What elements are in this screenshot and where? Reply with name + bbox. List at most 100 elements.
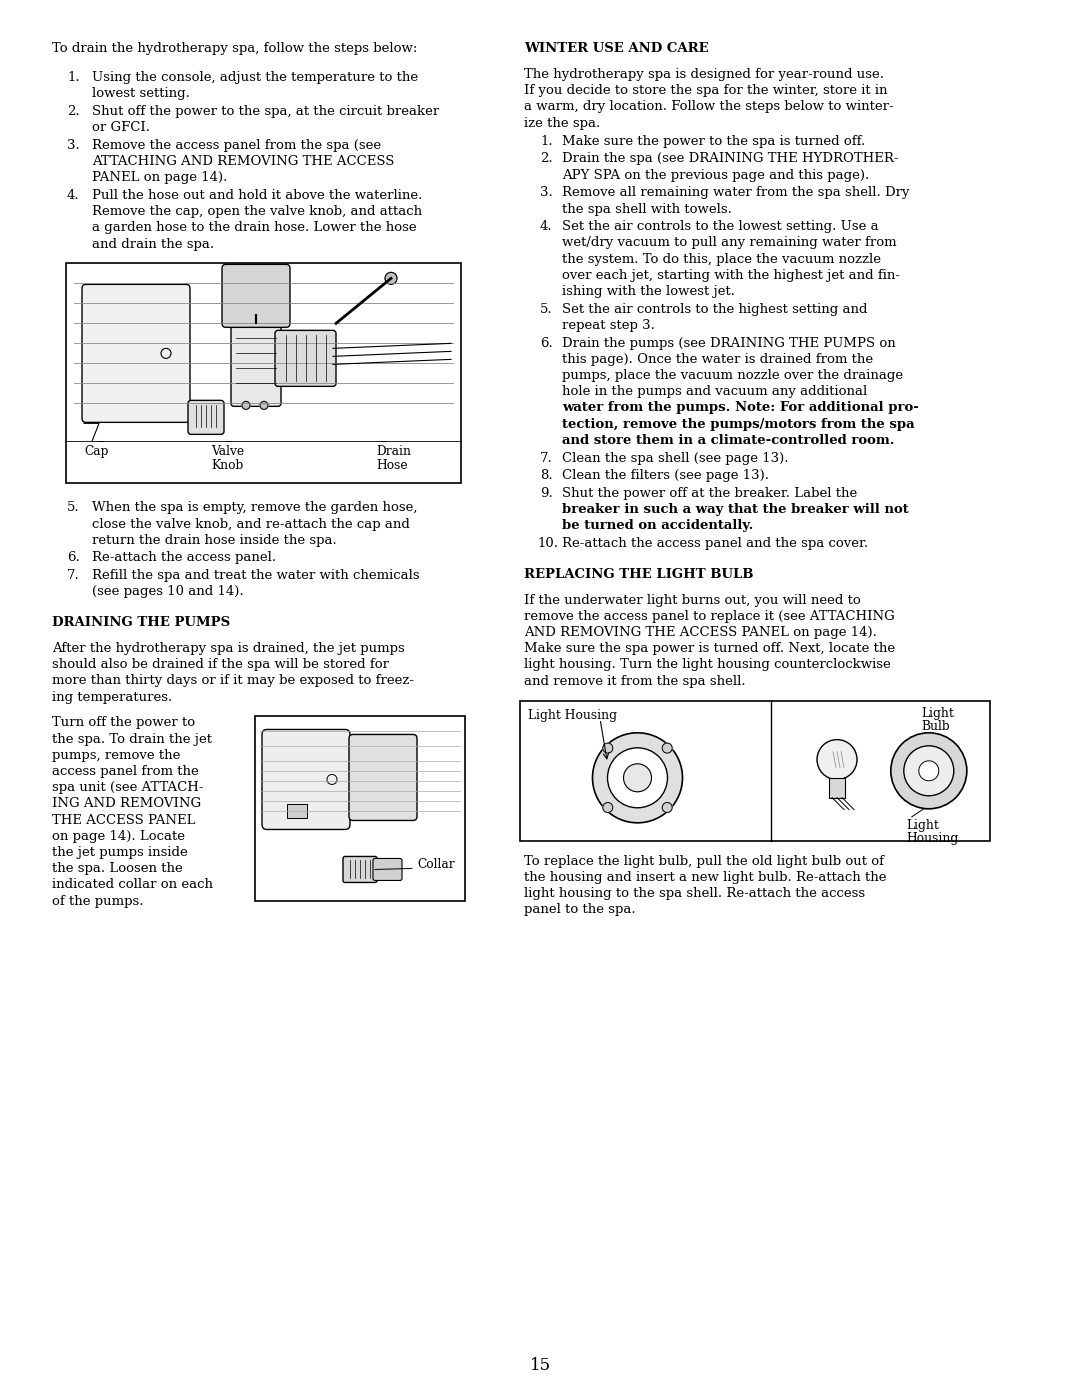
Text: the spa. Loosen the: the spa. Loosen the	[52, 862, 183, 876]
Text: The hydrotherapy spa is designed for year-round use.: The hydrotherapy spa is designed for yea…	[524, 68, 885, 81]
Bar	[255, 717, 465, 901]
Text: Cap: Cap	[84, 446, 108, 458]
Text: Pull the hose out and hold it above the waterline.: Pull the hose out and hold it above the …	[92, 189, 422, 203]
Text: repeat step 3.: repeat step 3.	[562, 319, 654, 332]
Text: Make sure the power to the spa is turned off.: Make sure the power to the spa is turned…	[562, 134, 865, 148]
Text: Drain the pumps (see DRAINING THE PUMPS on: Drain the pumps (see DRAINING THE PUMPS …	[562, 337, 895, 349]
Text: PANEL on page 14).: PANEL on page 14).	[92, 172, 228, 184]
Text: APY SPA on the previous page and this page).: APY SPA on the previous page and this pa…	[562, 169, 869, 182]
Circle shape	[623, 764, 651, 792]
Text: Light Housing: Light Housing	[528, 708, 617, 722]
Text: the spa shell with towels.: the spa shell with towels.	[562, 203, 732, 215]
FancyBboxPatch shape	[275, 330, 336, 387]
Text: and store them in a climate-controlled room.: and store them in a climate-controlled r…	[562, 434, 894, 447]
FancyBboxPatch shape	[373, 859, 402, 880]
Text: Clean the filters (see page 13).: Clean the filters (see page 13).	[562, 469, 769, 482]
Text: water from the pumps. Note: For additional pro-: water from the pumps. Note: For addition…	[562, 401, 919, 415]
Text: Housing: Housing	[907, 831, 959, 845]
Text: remove the access panel to replace it (see ATTACHING: remove the access panel to replace it (s…	[524, 610, 894, 623]
Text: the housing and insert a new light bulb. Re-attach the: the housing and insert a new light bulb.…	[524, 870, 887, 884]
FancyBboxPatch shape	[343, 856, 377, 883]
Text: Refill the spa and treat the water with chemicals: Refill the spa and treat the water with …	[92, 569, 420, 583]
Circle shape	[662, 743, 672, 753]
Circle shape	[242, 401, 249, 409]
Text: tection, remove the pumps/motors from the spa: tection, remove the pumps/motors from th…	[562, 418, 915, 430]
Text: Remove the cap, open the valve knob, and attach: Remove the cap, open the valve knob, and…	[92, 205, 422, 218]
Text: this page). Once the water is drained from the: this page). Once the water is drained fr…	[562, 353, 873, 366]
Text: Set the air controls to the lowest setting. Use a: Set the air controls to the lowest setti…	[562, 221, 879, 233]
Text: light housing to the spa shell. Re-attach the access: light housing to the spa shell. Re-attac…	[524, 887, 865, 900]
Bar	[829, 778, 845, 798]
FancyBboxPatch shape	[222, 264, 291, 327]
Text: 4.: 4.	[540, 221, 553, 233]
Text: Drain the spa (see DRAINING THE HYDROTHER-: Drain the spa (see DRAINING THE HYDROTHE…	[562, 152, 899, 165]
Text: indicated collar on each: indicated collar on each	[52, 879, 213, 891]
Text: the spa. To drain the jet: the spa. To drain the jet	[52, 732, 212, 746]
Text: 3.: 3.	[540, 186, 553, 200]
Text: 6.: 6.	[67, 552, 80, 564]
Text: Re-attach the access panel and the spa cover.: Re-attach the access panel and the spa c…	[562, 536, 868, 550]
Text: 1.: 1.	[67, 71, 80, 84]
FancyBboxPatch shape	[82, 285, 190, 422]
Text: Light: Light	[907, 819, 940, 831]
Text: Set the air controls to the highest setting and: Set the air controls to the highest sett…	[562, 303, 867, 316]
Text: panel to the spa.: panel to the spa.	[524, 904, 636, 916]
Text: over each jet, starting with the highest jet and fin-: over each jet, starting with the highest…	[562, 268, 900, 282]
Text: Clean the spa shell (see page 13).: Clean the spa shell (see page 13).	[562, 451, 788, 465]
Text: Valve: Valve	[211, 446, 244, 458]
Text: 3.: 3.	[67, 138, 80, 152]
Circle shape	[816, 739, 858, 780]
Circle shape	[891, 733, 967, 809]
Circle shape	[603, 743, 612, 753]
Text: (see pages 10 and 14).: (see pages 10 and 14).	[92, 585, 244, 598]
FancyBboxPatch shape	[188, 401, 224, 434]
Bar	[66, 264, 461, 483]
Text: return the drain hose inside the spa.: return the drain hose inside the spa.	[92, 534, 337, 546]
Text: light housing. Turn the light housing counterclockwise: light housing. Turn the light housing co…	[524, 658, 891, 672]
Circle shape	[260, 401, 268, 409]
Text: Light: Light	[922, 707, 955, 719]
Text: Hose: Hose	[376, 460, 407, 472]
Text: Make sure the spa power is turned off. Next, locate the: Make sure the spa power is turned off. N…	[524, 643, 895, 655]
Text: spa unit (see ATTACH-: spa unit (see ATTACH-	[52, 781, 203, 795]
Text: When the spa is empty, remove the garden hose,: When the spa is empty, remove the garden…	[92, 502, 418, 514]
Text: pumps, remove the: pumps, remove the	[52, 749, 180, 761]
Text: ishing with the lowest jet.: ishing with the lowest jet.	[562, 285, 735, 298]
Circle shape	[384, 272, 397, 285]
Text: ing temperatures.: ing temperatures.	[52, 690, 172, 704]
Text: Using the console, adjust the temperature to the: Using the console, adjust the temperatur…	[92, 71, 418, 84]
Text: pumps, place the vacuum nozzle over the drainage: pumps, place the vacuum nozzle over the …	[562, 369, 903, 381]
Circle shape	[607, 747, 667, 807]
Text: Remove all remaining water from the spa shell. Dry: Remove all remaining water from the spa …	[562, 186, 909, 200]
Text: close the valve knob, and re-attach the cap and: close the valve knob, and re-attach the …	[92, 517, 410, 531]
Text: 9.: 9.	[540, 488, 553, 500]
Text: 2.: 2.	[540, 152, 553, 165]
Text: 8.: 8.	[540, 469, 553, 482]
Text: After the hydrotherapy spa is drained, the jet pumps: After the hydrotherapy spa is drained, t…	[52, 643, 405, 655]
Text: the system. To do this, place the vacuum nozzle: the system. To do this, place the vacuum…	[562, 253, 881, 265]
Bar	[519, 701, 990, 841]
Text: Turn off the power to: Turn off the power to	[52, 717, 195, 729]
Text: wet/dry vacuum to pull any remaining water from: wet/dry vacuum to pull any remaining wat…	[562, 236, 896, 250]
Text: To drain the hydrotherapy spa, follow the steps below:: To drain the hydrotherapy spa, follow th…	[52, 42, 417, 54]
Circle shape	[904, 746, 954, 796]
FancyBboxPatch shape	[349, 735, 417, 820]
Text: 6.: 6.	[540, 337, 553, 349]
Text: If you decide to store the spa for the winter, store it in: If you decide to store the spa for the w…	[524, 84, 888, 98]
Text: ING AND REMOVING: ING AND REMOVING	[52, 798, 201, 810]
Text: 5.: 5.	[540, 303, 553, 316]
Text: ATTACHING AND REMOVING THE ACCESS: ATTACHING AND REMOVING THE ACCESS	[92, 155, 394, 168]
Text: If the underwater light burns out, you will need to: If the underwater light burns out, you w…	[524, 594, 861, 606]
Circle shape	[662, 802, 672, 813]
Text: lowest setting.: lowest setting.	[92, 88, 190, 101]
Text: hole in the pumps and vacuum any additional: hole in the pumps and vacuum any additio…	[562, 386, 867, 398]
Text: Collar: Collar	[417, 859, 455, 872]
Circle shape	[593, 733, 683, 823]
Text: ize the spa.: ize the spa.	[524, 116, 600, 130]
Circle shape	[919, 761, 939, 781]
Text: Knob: Knob	[211, 460, 243, 472]
Text: 10.: 10.	[537, 536, 558, 550]
Text: on page 14). Locate: on page 14). Locate	[52, 830, 185, 842]
Text: should also be drained if the spa will be stored for: should also be drained if the spa will b…	[52, 658, 389, 671]
Text: Shut the power off at the breaker. Label the: Shut the power off at the breaker. Label…	[562, 488, 858, 500]
